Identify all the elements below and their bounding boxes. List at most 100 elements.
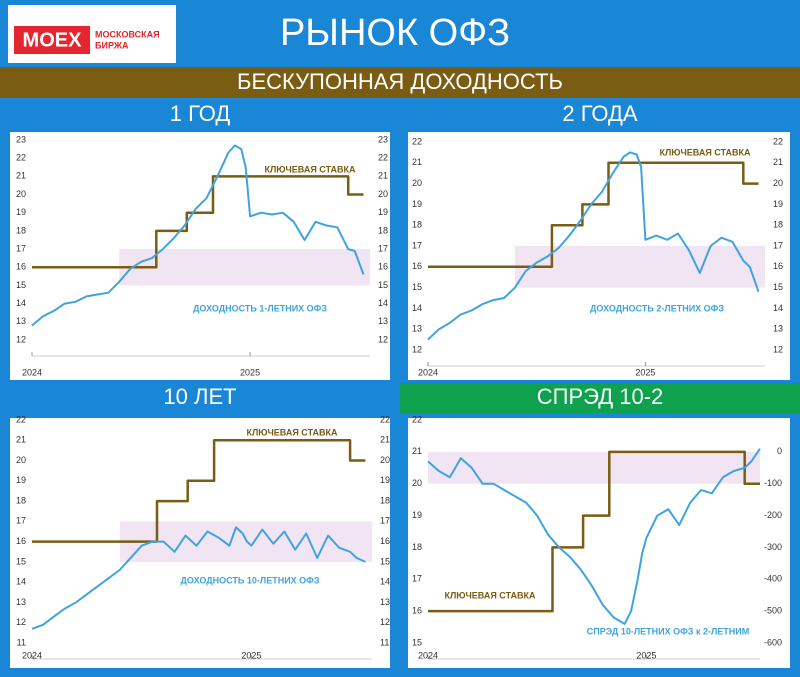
- y-tick-label: 22: [412, 414, 422, 424]
- y2-tick-label: 11: [380, 637, 389, 647]
- y-tick-label: 15: [16, 280, 26, 290]
- x-tick-label: 2024: [22, 650, 42, 660]
- y2-tick-label: -300: [764, 542, 782, 552]
- series-label: СПРЭД 10-ЛЕТНИХ ОФЗ к 2-ЛЕТНИМ: [587, 626, 749, 636]
- y2-tick-label: 19: [380, 475, 390, 485]
- y2-tick-label: 22: [773, 136, 783, 146]
- series-line: [428, 161, 759, 269]
- y2-tick-label: 18: [378, 225, 388, 235]
- y-tick-label: 20: [412, 478, 422, 488]
- y2-tick-label: -600: [764, 637, 782, 647]
- logo-mark: [14, 26, 90, 54]
- y2-tick-label: 12: [380, 617, 390, 627]
- series-line: [427, 448, 761, 625]
- y2-tick-label: 14: [773, 303, 783, 313]
- y2-tick-label: 14: [380, 577, 390, 587]
- x-tick-label: 2024: [418, 650, 438, 660]
- y-tick-label: 21: [16, 171, 26, 181]
- y-tick-label: 20: [16, 189, 26, 199]
- y-tick-label: 22: [16, 153, 26, 163]
- section-bar: [400, 383, 800, 413]
- y-tick-label: 11: [17, 637, 26, 647]
- x-tick-label: 2024: [418, 367, 438, 377]
- series-label: КЛЮЧЕВАЯ СТАВКА: [659, 147, 751, 157]
- chart-title: 10 ЛЕТ: [163, 384, 236, 409]
- y2-tick-label: 15: [773, 282, 783, 292]
- logo-line: МОСКОВСКАЯ: [95, 29, 160, 39]
- subtitle-bar: [0, 67, 800, 98]
- y-tick-label: 19: [412, 199, 422, 209]
- y2-tick-label: -200: [764, 510, 782, 520]
- series-line: [32, 175, 364, 269]
- y2-tick-label: 18: [773, 220, 783, 230]
- y2-tick-label: 16: [380, 536, 390, 546]
- y2-tick-label: -500: [764, 606, 782, 616]
- y2-tick-label: 21: [380, 435, 390, 445]
- y-tick-label: 15: [412, 637, 422, 647]
- y2-tick-label: 21: [378, 171, 388, 181]
- y2-tick-label: 15: [378, 280, 388, 290]
- series-label: КЛЮЧЕВАЯ СТАВКА: [264, 164, 356, 174]
- y2-tick-label: 15: [380, 556, 390, 566]
- y2-tick-label: 13: [378, 316, 388, 326]
- y2-tick-label: 14: [378, 298, 388, 308]
- y-tick-label: 16: [16, 262, 26, 272]
- y2-tick-label: 20: [378, 189, 388, 199]
- y2-tick-label: -100: [764, 478, 782, 488]
- y-tick-label: 18: [16, 225, 26, 235]
- y-tick-label: 20: [16, 455, 26, 465]
- y-tick-label: 16: [412, 261, 422, 271]
- series-line: [31, 526, 366, 630]
- y2-tick-label: 22: [380, 414, 390, 424]
- y-tick-label: 14: [412, 303, 422, 313]
- y-tick-label: 14: [16, 577, 26, 587]
- y2-tick-label: 21: [773, 157, 783, 167]
- y2-tick-label: 17: [773, 240, 783, 250]
- y-tick-label: 17: [16, 516, 26, 526]
- x-tick-label: 2025: [240, 367, 260, 377]
- y-tick-label: 18: [412, 542, 422, 552]
- y-tick-label: 16: [412, 606, 422, 616]
- y-tick-label: 22: [16, 414, 26, 424]
- series-label: ДОХОДНОСТЬ 2-ЛЕТНИХ ОФЗ: [590, 303, 724, 313]
- range-band: [428, 451, 760, 484]
- y2-tick-label: 13: [773, 324, 783, 334]
- logo-line: БИРЖА: [95, 40, 129, 50]
- y-tick-label: 13: [16, 316, 26, 326]
- y2-tick-label: 13: [380, 597, 390, 607]
- series-line: [427, 151, 760, 341]
- y-tick-label: 23: [16, 134, 26, 144]
- series-label: ДОХОДНОСТЬ 10-ЛЕТНИХ ОФЗ: [181, 575, 320, 585]
- y-tick-label: 20: [412, 178, 422, 188]
- y-tick-label: 19: [16, 475, 26, 485]
- logo-brand: MOEX: [23, 29, 83, 51]
- y-tick-label: 14: [16, 298, 26, 308]
- y-tick-label: 21: [412, 157, 422, 167]
- y2-tick-label: 12: [378, 334, 388, 344]
- y-tick-label: 17: [412, 240, 422, 250]
- y-tick-label: 16: [16, 536, 26, 546]
- series-label: КЛЮЧЕВАЯ СТАВКА: [444, 590, 536, 600]
- y-tick-label: 13: [16, 597, 26, 607]
- range-band: [119, 249, 371, 286]
- y-tick-label: 17: [412, 574, 422, 584]
- y-tick-label: 17: [16, 243, 26, 253]
- series-line: [32, 439, 366, 543]
- series-label: ДОХОДНОСТЬ 1-ЛЕТНИХ ОФЗ: [193, 303, 327, 313]
- x-tick-label: 2025: [635, 367, 655, 377]
- y2-tick-label: 16: [773, 261, 783, 271]
- series-line: [31, 144, 365, 327]
- chart-title: 2 ГОДА: [562, 101, 638, 126]
- x-tick-label: 2025: [636, 650, 656, 660]
- y-tick-label: 12: [16, 334, 26, 344]
- y2-tick-label: 19: [773, 199, 783, 209]
- y2-tick-label: 20: [773, 178, 783, 188]
- chart-title: 1 ГОД: [170, 101, 231, 126]
- y-tick-label: 13: [412, 324, 422, 334]
- y-tick-label: 12: [412, 344, 422, 354]
- y-tick-label: 21: [16, 435, 26, 445]
- y2-tick-label: 19: [378, 207, 388, 217]
- series-label: КЛЮЧЕВАЯ СТАВКА: [246, 427, 338, 437]
- y-tick-label: 19: [412, 510, 422, 520]
